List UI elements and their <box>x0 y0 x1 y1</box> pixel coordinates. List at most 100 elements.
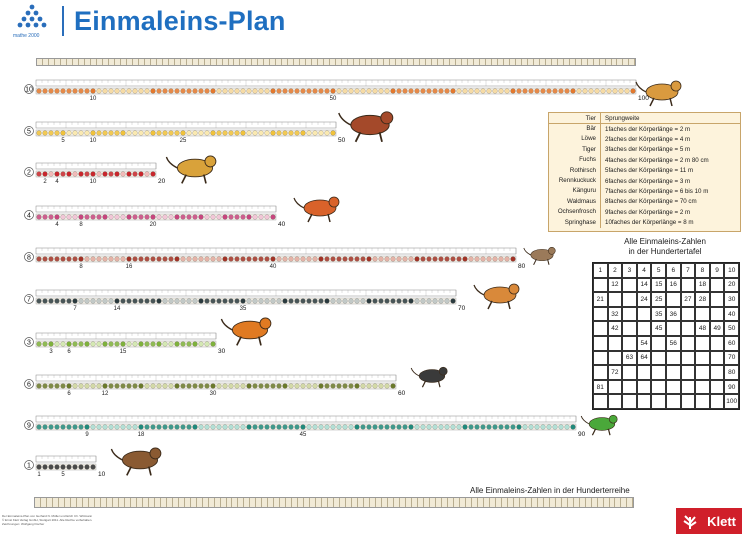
row-bead <box>408 88 414 94</box>
row-bead <box>78 341 84 347</box>
row-bead <box>204 341 210 347</box>
row-bead <box>318 383 324 389</box>
hundred-row-cell <box>179 498 185 507</box>
row-bead <box>144 424 150 430</box>
row-bead <box>324 130 330 136</box>
row-bead <box>66 298 72 304</box>
row-bead <box>252 88 258 94</box>
row-bead <box>210 383 216 389</box>
hundred-row-cell <box>95 498 101 507</box>
row-bead <box>336 424 342 430</box>
row-bead <box>36 383 42 389</box>
row-bead <box>468 88 474 94</box>
row-bead <box>444 424 450 430</box>
row-bead <box>150 298 156 304</box>
row-bead <box>120 214 126 220</box>
times-row-7: 7 70 7 14 35 <box>24 289 466 312</box>
hundred-row-cell <box>227 498 233 507</box>
top-strip-cell <box>217 59 223 65</box>
top-strip-cell <box>211 59 217 65</box>
hundred-row-cell <box>382 498 389 507</box>
row-bead <box>48 464 54 470</box>
jump-table-distance: 9faches der Körperlänge = 2 m <box>605 208 691 216</box>
hundred-row-cell <box>316 498 323 507</box>
hundred-table-title-line1: Alle Einmaleins-Zahlen <box>624 237 706 246</box>
row-bead <box>84 88 90 94</box>
animal-leg <box>307 213 313 223</box>
hundred-row-cell <box>472 498 478 507</box>
row-tick-label: 6 <box>67 349 71 355</box>
top-strip-cell <box>372 59 379 65</box>
top-strip-cell <box>348 59 355 65</box>
row-bead <box>390 424 396 430</box>
row-bead <box>420 256 426 262</box>
jump-table-distance: 2faches der Körperlänge = 4 m <box>605 136 691 144</box>
bear-icon <box>110 447 162 476</box>
top-strip-cell <box>282 59 289 65</box>
top-strip-cell <box>558 59 564 65</box>
hundred-row-cell <box>41 498 47 507</box>
top-strip-cell <box>103 59 109 65</box>
hundred-row-cell <box>621 498 628 507</box>
row-bead <box>108 214 114 220</box>
row-bead <box>222 256 228 262</box>
top-strip-cell <box>588 59 594 65</box>
animal-head <box>149 447 162 460</box>
row-bead <box>174 383 180 389</box>
hundred-table-cell <box>636 394 652 409</box>
row-bead <box>444 298 450 304</box>
row-bead <box>54 171 60 177</box>
row-bead <box>168 424 174 430</box>
hundred-table-cell: 24 <box>636 292 652 307</box>
top-strip-cell <box>390 59 397 65</box>
hundred-row-cell <box>131 498 137 507</box>
row-bead <box>498 424 504 430</box>
row-bead <box>612 88 618 94</box>
times-row-3: 3 30 3 6 15 <box>24 332 226 355</box>
row-bead <box>216 214 222 220</box>
row-bead <box>198 256 204 262</box>
top-strip-cell <box>408 59 415 65</box>
row-tick-label: 5 <box>61 138 65 144</box>
row-bead <box>192 383 198 389</box>
row-bead <box>306 256 312 262</box>
animal-body <box>588 417 616 431</box>
row-bead-track <box>35 129 337 137</box>
row-bead <box>396 424 402 430</box>
footer-line3: Zeichnungen: Wolfgang Fischer <box>2 522 45 526</box>
top-strip-cell <box>450 59 456 65</box>
hundred-table-cell: 100 <box>724 394 739 409</box>
row-bead <box>390 298 396 304</box>
row-bead <box>384 298 390 304</box>
hundred-row-cell <box>615 498 622 507</box>
hundred-table-cell <box>709 394 725 409</box>
row-bead <box>90 214 96 220</box>
row-bead <box>402 424 408 430</box>
hundred-table-cell: 54 <box>636 336 652 351</box>
jump-table-row: Rothirsch 5faches der Körperlänge = 11 m <box>549 165 740 176</box>
row-bead <box>66 341 72 347</box>
row-bead <box>156 88 162 94</box>
top-strip-cell <box>582 59 588 65</box>
jump-table-animal: Ochsenfrosch <box>549 207 601 218</box>
hundred-row-cell <box>358 498 365 507</box>
row-bead <box>294 383 300 389</box>
animal-head <box>204 155 217 168</box>
row-bead <box>42 341 48 347</box>
row-bead <box>300 130 306 136</box>
row-bead <box>102 256 108 262</box>
animal-body <box>418 369 446 383</box>
row-bead <box>462 256 468 262</box>
row-bead <box>228 88 234 94</box>
row-bead <box>66 383 72 389</box>
row-bead <box>186 214 192 220</box>
row-bead <box>372 256 378 262</box>
hundred-row-cell <box>322 498 329 507</box>
jump-table-row: Fuchs 4faches der Körperlänge = 2 m 80 cm <box>549 155 740 166</box>
row-factor-badge <box>24 337 34 347</box>
row-bead <box>126 256 132 262</box>
hundred-table-cell <box>651 350 666 366</box>
row-bead-track <box>35 423 577 431</box>
row-bead <box>342 256 348 262</box>
top-strip-cell <box>540 59 546 65</box>
